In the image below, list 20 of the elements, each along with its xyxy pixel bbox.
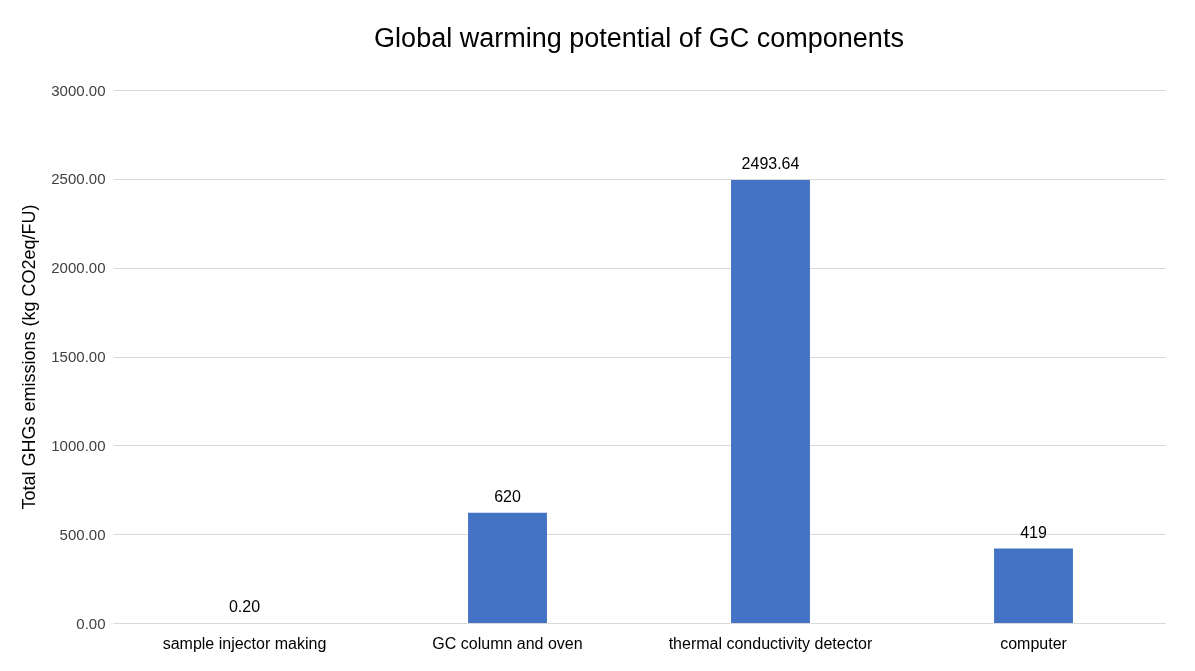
y-tick-label: 1500.00 [51, 348, 106, 365]
bar [731, 179, 810, 623]
data-label: 0.20 [228, 597, 261, 615]
y-tick-label: 0.00 [76, 614, 106, 632]
chart-title: Global warming potential of GC components [374, 23, 904, 53]
bar [468, 512, 547, 623]
x-tick-label: computer [1000, 634, 1068, 652]
x-tick-label: GC column and oven [432, 634, 583, 652]
y-tick-label: 500.00 [59, 525, 106, 543]
data-label: 620 [494, 487, 521, 505]
y-axis-title: Total GHGs emissions (kg CO2eq/FU) [19, 204, 40, 510]
y-tick-label: 3000.00 [51, 81, 106, 99]
y-tick-label: 2500.00 [51, 170, 106, 188]
data-label: 419 [1020, 523, 1047, 541]
bar [994, 548, 1073, 623]
y-tick-label: 1000.00 [51, 436, 106, 454]
y-tick-label: 2000.00 [51, 259, 106, 277]
x-tick-label: sample injector making [162, 634, 327, 652]
data-label: 2493.64 [741, 154, 800, 172]
x-tick-label: thermal conductivity detector [668, 634, 873, 652]
